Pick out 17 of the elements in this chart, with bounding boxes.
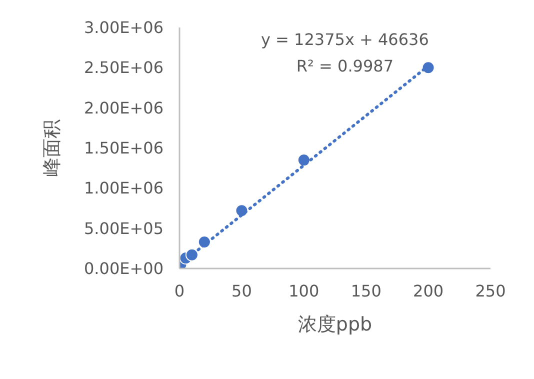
x-tick-label: 250 — [475, 282, 506, 300]
y-tick-label: 1.00E+06 — [84, 178, 164, 198]
y-tick-label: 0.00E+00 — [84, 259, 164, 278]
x-tick-label: 200 — [413, 282, 444, 300]
y-tick-label: 3.00E+06 — [84, 18, 164, 37]
x-axis-title: 浓度ppb — [298, 314, 372, 336]
y-tick-label: 5.00E+05 — [84, 218, 164, 238]
y-tick-label: 1.50E+06 — [84, 138, 164, 158]
annotation: R² = 0.9987 — [296, 56, 394, 76]
annotation: y = 12375x + 46636 — [261, 30, 429, 50]
y-tick-label: 2.00E+06 — [84, 98, 164, 118]
y-axis-title: 峰面积 — [41, 120, 63, 176]
x-tick-label: 150 — [350, 282, 382, 300]
x-tick-label: 100 — [288, 282, 320, 300]
y-tick-label: 2.50E+06 — [84, 58, 164, 78]
x-tick-label: 50 — [232, 282, 252, 300]
x-tick-label: 0 — [174, 282, 185, 300]
